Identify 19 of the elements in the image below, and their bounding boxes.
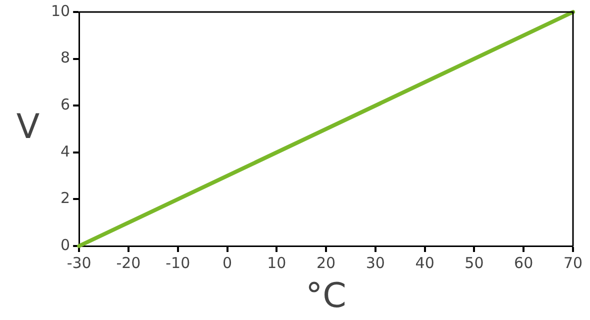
y-axis-title: V (16, 106, 40, 147)
x-axis-title: °C (306, 276, 346, 316)
y-tick-label: 2 (60, 189, 70, 208)
x-tick-label: 70 (563, 254, 583, 272)
y-tick-label: 4 (60, 142, 70, 160)
x-tick-label: 40 (415, 254, 434, 272)
x-tick-label: 60 (514, 254, 534, 272)
x-tick-label: -10 (166, 254, 190, 272)
y-tick-label: 10 (50, 2, 70, 20)
x-tick-label: -30 (66, 254, 92, 272)
y-tick-label: 8 (60, 48, 70, 67)
y-tick-label: 0 (60, 236, 70, 254)
x-tick-label: 20 (316, 254, 336, 272)
x-tick-label: 50 (464, 254, 484, 272)
y-tick-label: 6 (60, 95, 70, 114)
x-tick-label: 0 (222, 254, 232, 272)
x-tick-label: 30 (366, 254, 385, 272)
x-tick-label: -20 (116, 254, 141, 272)
x-tick-label: 10 (267, 254, 286, 272)
